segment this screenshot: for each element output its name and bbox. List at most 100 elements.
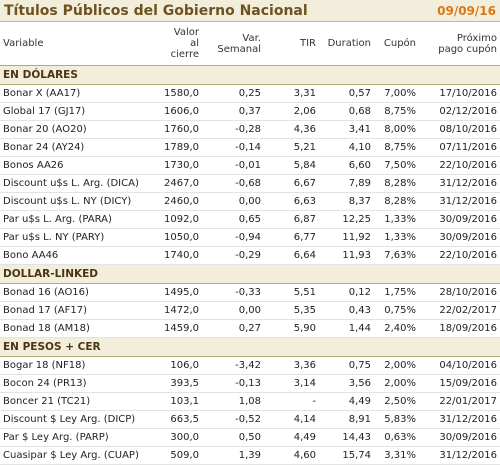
data-row: Discount u$s L. NY (DICY) 2460,0 0,00 6,63 8…: [0, 192, 500, 211]
cell: -3,42: [202, 356, 264, 375]
cell: 12,25: [319, 210, 374, 229]
cell: -0,28: [202, 120, 264, 139]
cell: 2,40%: [374, 319, 419, 338]
cell: 1,75%: [374, 283, 419, 302]
bond-name: Bono AA46: [0, 246, 160, 265]
cell: 5,83%: [374, 410, 419, 429]
title-bar: Títulos Públicos del Gobierno Nacional 0…: [0, 0, 500, 22]
cell: 1,08: [202, 392, 264, 411]
data-row: Boncer 21 (TC21) 103,1 1,08-4,49 2,50% 22/01…: [0, 392, 500, 411]
data-row: Bogar 18 (NF18) 106,0 -3,42 3,36 0,75 2,00% 04…: [0, 356, 500, 375]
cell: -0,52: [202, 410, 264, 429]
cell: 1580,0: [160, 84, 202, 103]
cell: 5,51: [264, 283, 319, 302]
cell: 4,36: [264, 120, 319, 139]
section-row: DOLLAR-LINKED: [0, 264, 500, 284]
cell: 8,00%: [374, 120, 419, 139]
cell: 30/09/2016: [419, 210, 500, 229]
cell: 4,14: [264, 410, 319, 429]
cell: 0,00: [202, 301, 264, 320]
cell: 1459,0: [160, 319, 202, 338]
section-title: DOLLAR-LINKED: [0, 264, 500, 284]
column-header: Duration: [319, 22, 374, 66]
cell: 2467,0: [160, 174, 202, 193]
bond-name: Bonad 17 (AF17): [0, 301, 160, 320]
data-row: Bonad 16 (AO16) 1495,0 -0,33 5,51 0,12 1,75% 2…: [0, 283, 500, 302]
cell: 6,60: [319, 156, 374, 175]
cell: 1,33%: [374, 228, 419, 247]
cell: 2460,0: [160, 192, 202, 211]
bond-name: Boncer 21 (TC21): [0, 392, 160, 411]
cell: 7,89: [319, 174, 374, 193]
cell: 1760,0: [160, 120, 202, 139]
cell: 7,50%: [374, 156, 419, 175]
cell: 393,5: [160, 374, 202, 393]
column-header: Valor al cierre: [160, 22, 202, 66]
cell: 1606,0: [160, 102, 202, 121]
cell: 3,56: [319, 374, 374, 393]
bond-name: Par $ Ley Arg. (PARP): [0, 428, 160, 447]
cell: 2,00%: [374, 374, 419, 393]
data-row: Discount $ Ley Arg. (DICP) 663,5 -0,52 4,14…: [0, 410, 500, 429]
cell: 6,63: [264, 192, 319, 211]
cell: 6,67: [264, 174, 319, 193]
cell: 0,43: [319, 301, 374, 320]
cell: 28/10/2016: [419, 283, 500, 302]
cell: 300,0: [160, 428, 202, 447]
bond-name: Bonos AA26: [0, 156, 160, 175]
data-row: Bonar 24 (AY24) 1789,0 -0,14 5,21 4,10 8,75% 0…: [0, 138, 500, 157]
cell: 1092,0: [160, 210, 202, 229]
cell: 7,00%: [374, 84, 419, 103]
cell: 6,87: [264, 210, 319, 229]
cell: 22/02/2017: [419, 301, 500, 320]
cell: 0,65: [202, 210, 264, 229]
cell: 8,91: [319, 410, 374, 429]
cell: 08/10/2016: [419, 120, 500, 139]
data-row: Bono AA46 1740,0 -0,29 6,64 11,93 7,63% 22/10/…: [0, 246, 500, 265]
data-row: Cuasipar $ Ley Arg. (CUAP) 509,0 1,39 4,60 1…: [0, 446, 500, 465]
cell: 2,50%: [374, 392, 419, 411]
cell: 0,00: [202, 192, 264, 211]
cell: 8,28%: [374, 174, 419, 193]
cell: 3,31%: [374, 446, 419, 465]
bond-name: Bonar 20 (AO20): [0, 120, 160, 139]
cell: 663,5: [160, 410, 202, 429]
section-title: EN DÓLARES: [0, 65, 500, 85]
data-row: Discount u$s L. Arg. (DICA) 2467,0 -0,68 6,…: [0, 174, 500, 193]
bond-name: Bonar X (AA17): [0, 84, 160, 103]
cell: 1472,0: [160, 301, 202, 320]
cell: 5,21: [264, 138, 319, 157]
cell: 31/12/2016: [419, 192, 500, 211]
column-header: Var. Semanal: [202, 22, 264, 66]
bond-name: Bogar 18 (NF18): [0, 356, 160, 375]
date: 09/09/16: [437, 3, 496, 18]
cell: -0,33: [202, 283, 264, 302]
cell: 8,75%: [374, 102, 419, 121]
column-header: Cupón: [374, 22, 419, 66]
cell: 04/10/2016: [419, 356, 500, 375]
bond-name: Bonad 18 (AM18): [0, 319, 160, 338]
cell: 22/10/2016: [419, 246, 500, 265]
cell: 0,57: [319, 84, 374, 103]
cell: 31/12/2016: [419, 446, 500, 465]
data-row: Global 17 (GJ17) 1606,0 0,37 2,06 0,68 8,75% 0…: [0, 102, 500, 121]
cell: 1730,0: [160, 156, 202, 175]
cell: 30/09/2016: [419, 428, 500, 447]
cell: 07/11/2016: [419, 138, 500, 157]
cell: 0,75: [319, 356, 374, 375]
cell: 5,90: [264, 319, 319, 338]
cell: 0,68: [319, 102, 374, 121]
cell: 0,25: [202, 84, 264, 103]
title: Títulos Públicos del Gobierno Nacional: [4, 2, 308, 19]
data-row: Bonad 17 (AF17) 1472,0 0,00 5,35 0,43 0,75% 22…: [0, 301, 500, 320]
cell: 4,60: [264, 446, 319, 465]
cell: 15,74: [319, 446, 374, 465]
cell: 0,37: [202, 102, 264, 121]
cell: 1789,0: [160, 138, 202, 157]
cell: 8,28%: [374, 192, 419, 211]
cell: 3,31: [264, 84, 319, 103]
header-row: Variable Valor al cierre Var. Semanal TIR Du…: [0, 22, 500, 66]
bond-name: Discount u$s L. Arg. (DICA): [0, 174, 160, 193]
data-row: Par u$s L. Arg. (PARA) 1092,0 0,65 6,87 12,2…: [0, 210, 500, 229]
